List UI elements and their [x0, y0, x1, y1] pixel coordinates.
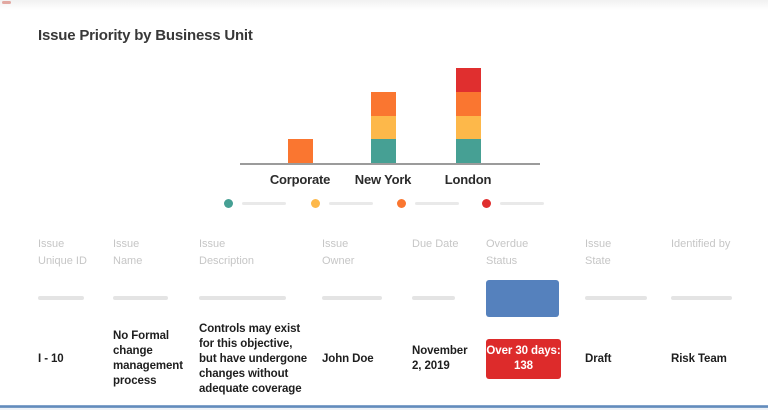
column-header-issue-unique-id: Issue Unique ID [38, 238, 87, 267]
bar-segment-orange[interactable] [456, 91, 481, 116]
table-header-row: Issue Unique ID Issue Name Issue Descrip… [0, 236, 768, 270]
bar-segment-yellow[interactable] [371, 115, 396, 140]
bar-segment-orange[interactable] [288, 139, 313, 163]
bar-corporate[interactable] [288, 139, 313, 163]
legend-dot-icon [224, 198, 233, 208]
legend-dot-icon [482, 198, 491, 208]
redacted-cell-placeholder [671, 296, 732, 300]
legend-dot-icon [311, 198, 320, 208]
redacted-cell-placeholder [412, 296, 455, 300]
category-label-london: London [444, 172, 492, 187]
column-header-due-date: Due Date [412, 238, 459, 250]
category-label-new-york: New York [354, 172, 412, 187]
cell-issue-state: Draft [585, 352, 612, 365]
bar-segment-teal[interactable] [371, 139, 396, 163]
cell-issue-unique-id: I - 10 [38, 352, 64, 365]
redacted-cell-placeholder [113, 296, 168, 300]
redacted-cell-placeholder [199, 296, 286, 300]
legend-item-2[interactable] [397, 197, 459, 209]
legend-label-redacted [500, 201, 544, 205]
overdue-status-value: 138 [514, 360, 533, 372]
redacted-cell-placeholder [38, 296, 84, 300]
legend-item-1[interactable] [311, 197, 373, 209]
redacted-cell-placeholder [585, 296, 647, 300]
cell-issue-name: No Formal change management process [113, 330, 183, 387]
chart-category-labels: Corporate New York London [240, 172, 540, 188]
bar-london[interactable] [456, 68, 481, 163]
top-edge-gradient [0, 0, 768, 10]
category-label-corporate: Corporate [269, 172, 331, 187]
table-data-row: I - 10 No Formal change management proce… [0, 316, 768, 402]
legend-item-0[interactable] [224, 197, 286, 209]
cell-issue-owner: John Doe [322, 352, 374, 365]
overdue-status-badge: Over 30 days: 138 [486, 339, 561, 379]
cell-due-date: November 2, 2019 [412, 345, 468, 372]
bottom-border [0, 405, 768, 408]
overdue-status-placeholder [486, 279, 559, 317]
column-header-issue-owner: Issue Owner [322, 238, 355, 267]
cell-issue-description: Controls may exist for this objective, b… [199, 322, 308, 395]
bar-segment-yellow[interactable] [456, 115, 481, 140]
legend-label-redacted [415, 201, 459, 205]
column-header-overdue-status: Overdue Status [486, 238, 529, 267]
redacted-cell-placeholder [322, 296, 382, 300]
top-left-artifact [2, 1, 11, 4]
chart-legend [0, 197, 768, 211]
column-header-issue-description: Issue Description [199, 238, 255, 267]
chart-axis-line [240, 163, 540, 165]
legend-label-redacted [329, 201, 373, 205]
column-header-issue-state: Issue State [585, 238, 612, 267]
bottom-border-shadow [0, 408, 768, 410]
bar-new-york[interactable] [371, 91, 396, 163]
page-title: Issue Priority by Business Unit [38, 27, 253, 44]
table-skeleton-row [0, 276, 768, 320]
bar-segment-teal[interactable] [456, 139, 481, 163]
bar-segment-red[interactable] [456, 68, 481, 92]
overdue-status-label: Over 30 days: [486, 345, 561, 357]
legend-item-3[interactable] [482, 197, 544, 209]
legend-dot-icon [397, 198, 406, 208]
column-header-identified-by: Identified by [671, 238, 731, 250]
column-header-issue-name: Issue Name [113, 238, 143, 267]
bar-segment-orange[interactable] [371, 91, 396, 116]
stacked-bar-chart [240, 68, 540, 163]
cell-identified-by: Risk Team [671, 352, 727, 365]
legend-label-redacted [242, 201, 286, 205]
